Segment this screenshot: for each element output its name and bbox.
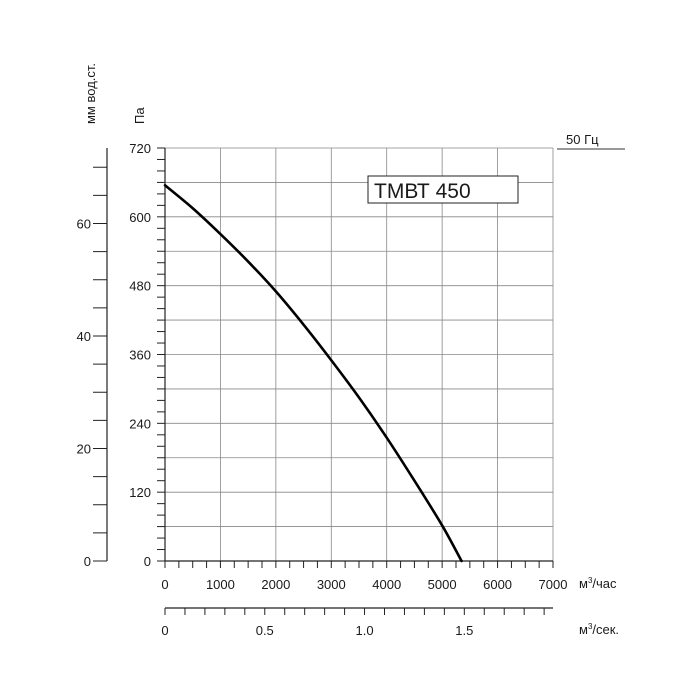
x-axis-sec-tick-label: 0 (161, 623, 168, 638)
x-axis-hour-tick-label: 3000 (317, 577, 346, 592)
x-axis-hour-tick-label: 2000 (261, 577, 290, 592)
x-axis-unit-sec: м3/сек. (579, 622, 619, 637)
y-axis-mm-tick-label: 0 (84, 554, 91, 569)
model-label-frame (367, 175, 519, 204)
x-axis-sec-tick-label: 0.5 (256, 623, 274, 638)
y-axis-pa-tick-label: 600 (129, 210, 151, 225)
model-label: ТМВТ 450 (374, 180, 471, 203)
x-axis-hour-tick-label: 7000 (539, 577, 568, 592)
y-axis-mm-tick-label: 40 (77, 329, 91, 344)
y-axis-pa-tick-label: 0 (144, 554, 151, 569)
frequency-label: 50 Гц (566, 132, 599, 147)
y-axis-pa-tick-label: 240 (129, 416, 151, 431)
y-axis-mm-tick-label: 60 (77, 216, 91, 231)
y-axis-pa-tick-label: 120 (129, 485, 151, 500)
x-axis-hour-tick-label: 1000 (206, 577, 235, 592)
grid (164, 147, 554, 562)
performance-curve (163, 183, 463, 563)
y-axis-pa-tick-label: 720 (129, 141, 151, 156)
y-axis-unit-mm: мм вод.ст. (83, 63, 98, 124)
y-axis-pa-tick-label: 360 (129, 348, 151, 363)
y-axis-mm-tick-label: 20 (77, 441, 91, 456)
x-axis-sec-tick-label: 1.5 (455, 623, 473, 638)
x-axis-hour-tick-label: 4000 (372, 577, 401, 592)
x-axis-hour-tick-label: 6000 (483, 577, 512, 592)
y-axis-pa-tick-label: 480 (129, 279, 151, 294)
model-label-box: ТМВТ 450 (367, 175, 519, 204)
x-axis-unit-hour: м3/час (579, 576, 617, 591)
x-axis-hour-tick-label: 5000 (428, 577, 457, 592)
x-axis-sec-tick-label: 1.0 (356, 623, 374, 638)
x-axis-hour-tick-label: 0 (161, 577, 168, 592)
y-axis-unit-pa: Па (132, 107, 147, 124)
